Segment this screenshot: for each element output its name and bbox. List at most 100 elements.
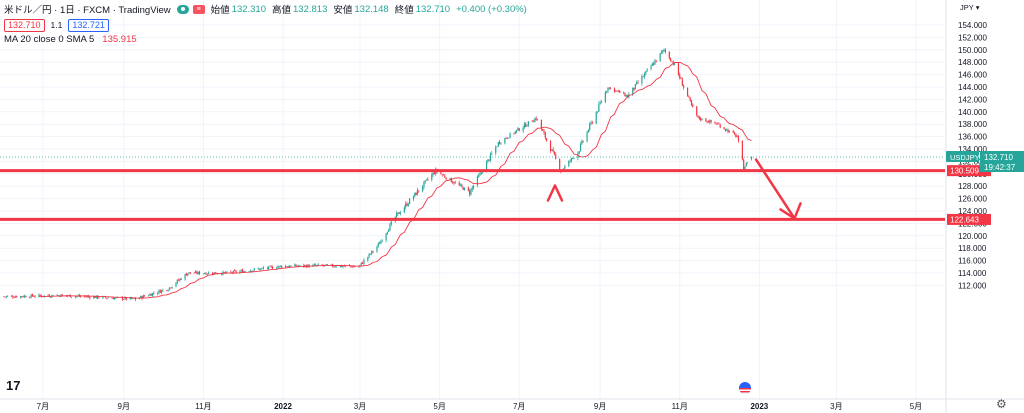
candle-body — [422, 186, 424, 191]
candle-body — [197, 271, 199, 274]
candle-body — [150, 294, 152, 296]
symbol-tag — [946, 150, 979, 162]
countdown-label: 19:42:37 — [984, 163, 1016, 172]
candle-body — [536, 119, 539, 121]
candle-body — [608, 87, 610, 89]
candle-body — [4, 296, 6, 298]
candle-body — [86, 296, 88, 297]
price-tick-label: 120.000 — [958, 232, 987, 241]
candle-body — [552, 149, 554, 152]
candle-body — [405, 203, 407, 208]
candle-body — [453, 182, 455, 184]
candle-body — [637, 82, 639, 84]
currency-label[interactable]: JPY ▾ — [960, 3, 980, 12]
candle-body — [523, 123, 526, 128]
candle-body — [386, 231, 389, 234]
tradingview-logo-icon[interactable]: 17 — [6, 378, 21, 393]
candle-body — [334, 266, 336, 268]
us-flag-icon[interactable] — [739, 382, 751, 394]
candle-body — [499, 141, 501, 144]
red-badge-icon[interactable]: ≡ — [192, 4, 205, 14]
candle-body — [112, 297, 114, 300]
candle-body — [381, 240, 383, 242]
candle-body — [198, 271, 201, 275]
candle-body — [723, 127, 725, 130]
low-value: 132.148 — [354, 3, 389, 15]
candle-body — [442, 174, 445, 176]
candle-body — [193, 272, 195, 274]
candle-body — [445, 177, 447, 180]
candle-body — [450, 178, 452, 183]
candle-body — [559, 159, 561, 171]
time-tick-label: 7月 — [37, 402, 49, 411]
legend: 米ドル／円 · 1日 · FXCM · TradingView ≡ 始値 132… — [4, 2, 527, 46]
candle-body — [487, 159, 489, 162]
price-tick-label: 154.000 — [958, 21, 987, 30]
candle-body — [617, 90, 620, 92]
time-tick-label: 7月 — [513, 402, 525, 411]
candle-body — [747, 162, 749, 164]
candle-body — [294, 264, 296, 266]
candle-body — [662, 50, 664, 53]
candle-body — [34, 296, 36, 298]
candle-body — [478, 175, 480, 177]
candle-body — [286, 266, 288, 267]
candle-body — [30, 294, 32, 298]
buy-button[interactable]: 132.721 — [68, 18, 109, 32]
candle-body — [358, 266, 360, 268]
candle-body — [368, 253, 370, 257]
candle-body — [179, 278, 181, 281]
candle-body — [416, 190, 419, 196]
symbol-title[interactable]: 米ドル／円 · 1日 · FXCM · TradingView — [4, 5, 171, 16]
candle-body — [223, 272, 225, 273]
candle-body — [170, 287, 172, 289]
candle-body — [167, 290, 169, 291]
level-price-label: 122.643 — [950, 215, 979, 224]
level-price-label: 130.509 — [950, 167, 979, 176]
candle-body — [257, 268, 259, 270]
candle-body — [335, 266, 338, 268]
candle-body — [424, 180, 426, 182]
indicator-label: MA 20 close 0 SMA 5 — [4, 33, 95, 45]
moving-average-line — [38, 61, 752, 299]
arrow-up-annotation[interactable] — [546, 184, 564, 202]
candle-body — [194, 271, 197, 273]
sell-button[interactable]: 132.710 — [4, 18, 45, 32]
time-tick-label: 3月 — [830, 402, 842, 411]
candle-body — [304, 265, 306, 267]
candle-body — [470, 189, 472, 195]
candle-body — [125, 297, 127, 300]
candle-body — [626, 95, 629, 98]
candle-body — [232, 270, 235, 274]
candle-body — [121, 297, 124, 300]
candle-body — [698, 116, 700, 119]
candle-body — [719, 124, 721, 128]
candle-body — [252, 270, 254, 272]
candle-body — [513, 133, 515, 134]
candle-body — [578, 151, 580, 154]
candle-body — [157, 293, 159, 294]
trade-row: 132.710 1.1 132.721 — [4, 18, 527, 32]
candle-body — [680, 78, 682, 80]
candle-body — [231, 272, 233, 273]
candle-body — [495, 147, 497, 153]
candle-body — [350, 266, 352, 267]
candle-body — [418, 190, 420, 192]
candle-body — [535, 118, 537, 120]
candle-body — [504, 138, 506, 144]
candle-body — [701, 118, 703, 121]
gear-icon[interactable]: ⚙ — [996, 397, 1007, 411]
eye-icon[interactable] — [176, 4, 189, 14]
indicator-row[interactable]: MA 20 close 0 SMA 5 135.915 — [4, 32, 527, 46]
candle-body — [205, 272, 207, 275]
arrow-down-annotation[interactable] — [754, 158, 796, 220]
candle-body — [488, 159, 490, 161]
candle-body — [696, 106, 698, 116]
candle-body — [351, 266, 353, 268]
candle-body — [697, 115, 699, 117]
candle-body — [480, 172, 482, 173]
candle-body — [303, 264, 305, 267]
candle-body — [147, 295, 150, 297]
candle-body — [144, 295, 146, 297]
